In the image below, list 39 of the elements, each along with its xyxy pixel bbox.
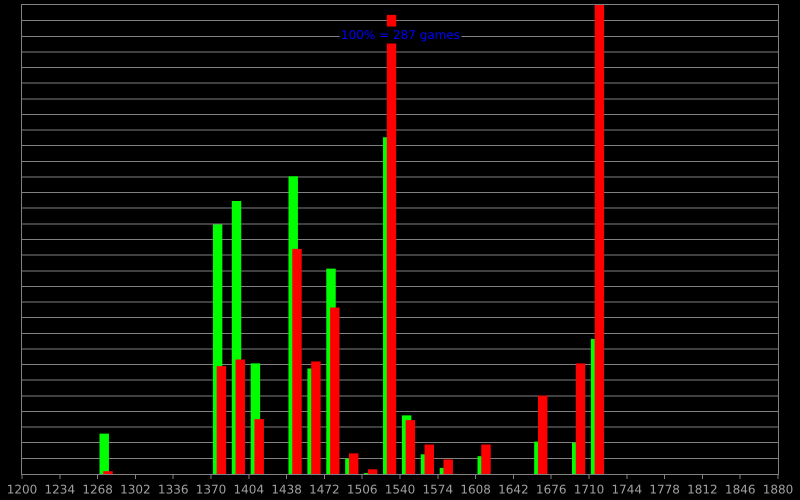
annotation: 100% = 287 games [341, 28, 460, 42]
x-tick-label: 1710 [574, 482, 604, 496]
bar [99, 434, 109, 474]
bar [368, 469, 378, 474]
bar [538, 396, 548, 474]
bar [103, 471, 113, 474]
x-tick-label: 1608 [460, 482, 491, 496]
bar [424, 444, 434, 474]
x-tick-label: 1506 [346, 482, 378, 496]
x-tick-label: 1404 [234, 482, 264, 496]
bar [330, 308, 340, 474]
x-tick-label: 1438 [271, 482, 302, 496]
x-tick-label: 1642 [498, 482, 529, 496]
bar [594, 5, 604, 474]
x-tick-label: 1812 [687, 482, 718, 496]
x-tick-label: 1778 [649, 482, 680, 496]
bar [216, 366, 226, 474]
x-tick-label: 1472 [309, 482, 340, 496]
bar [254, 419, 264, 474]
bar [311, 361, 321, 474]
bar [292, 248, 302, 474]
x-tick-label: 1676 [536, 482, 566, 496]
x-tick-label: 1200 [6, 482, 38, 496]
x-tick-label: 1880 [762, 482, 794, 496]
bar [236, 360, 246, 474]
bar [406, 420, 416, 474]
x-tick-label: 1846 [724, 482, 756, 496]
bar [576, 363, 586, 474]
x-tick-label: 1370 [196, 482, 226, 496]
x-tick-label: 1268 [82, 482, 113, 496]
x-tick-label: 1574 [422, 482, 454, 496]
x-tick-label: 1744 [612, 482, 642, 496]
bar [348, 453, 358, 474]
bar [481, 444, 491, 474]
x-tick-label: 1234 [44, 482, 76, 496]
x-tick-label: 1540 [384, 482, 416, 496]
bar [443, 459, 453, 474]
x-tick-label: 1336 [158, 482, 188, 496]
x-tick-label: 1302 [120, 482, 151, 496]
